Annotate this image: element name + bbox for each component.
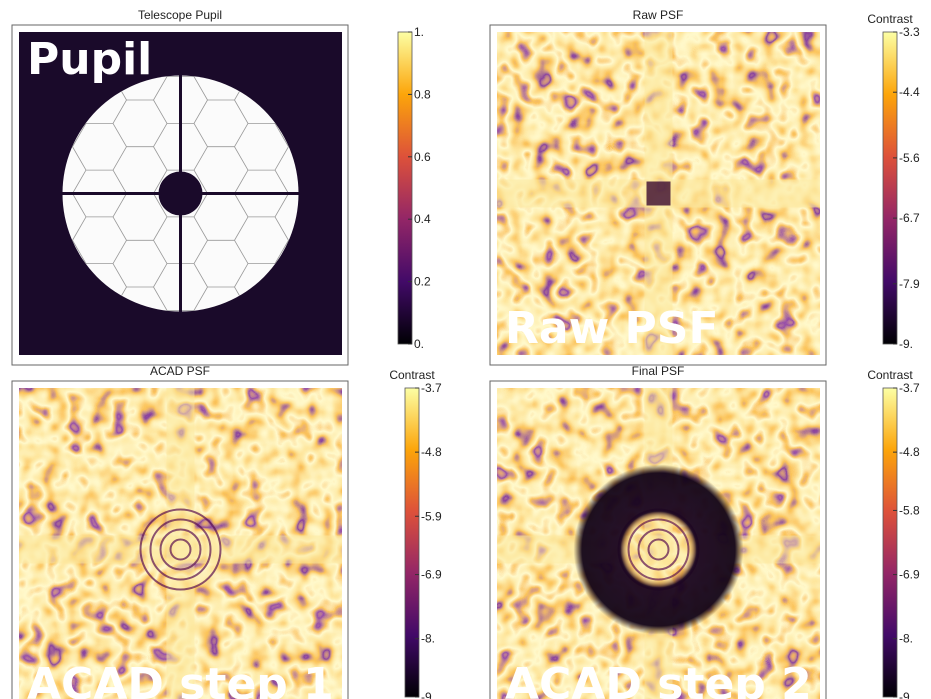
- annotation: ACAD step 2: [505, 659, 812, 699]
- dark-hole: [573, 464, 744, 635]
- psf-core: [646, 181, 671, 206]
- colorbar-tick-label: -9.: [899, 690, 913, 699]
- image: [19, 388, 342, 699]
- psf-ring: [139, 508, 222, 591]
- panel-title: ACAD PSF: [150, 364, 210, 378]
- colorbar-label: Contrast: [389, 368, 435, 382]
- colorbar-tick-label: 0.6: [414, 150, 431, 164]
- colorbar-tick-label: 0.8: [414, 87, 431, 101]
- colorbar-tick-label: -5.6: [899, 151, 920, 165]
- colorbar-tick-label: -6.9: [899, 568, 920, 582]
- colorbar-label: Contrast: [867, 368, 913, 382]
- panel-title: Final PSF: [632, 364, 685, 378]
- colorbar-tick-label: -5.9: [421, 509, 442, 523]
- colorbar: [397, 31, 413, 345]
- image: [497, 388, 820, 699]
- colorbar: [882, 387, 898, 698]
- colorbar-tick-label: -7.9: [899, 277, 920, 291]
- annotation: Raw PSF: [505, 303, 719, 354]
- colorbar-tick-label: -4.4: [899, 85, 920, 99]
- panel: Telescope Pupil Pupil 0. 0.2 0.4 0.6 0.8 1.: [11, 8, 431, 366]
- colorbar-tick-label: -6.7: [899, 211, 920, 225]
- colorbar-tick-label: -8.: [421, 632, 435, 646]
- psf-cross: [166, 388, 195, 699]
- colorbar-tick-label: -3.7: [421, 381, 442, 395]
- image: [19, 32, 342, 355]
- annotation: ACAD step 1: [27, 659, 334, 699]
- psf-ring: [169, 538, 192, 561]
- colorbar-tick-label: -6.9: [421, 568, 442, 582]
- colorbar-tick-label: 1.: [414, 25, 424, 39]
- image: [497, 32, 820, 355]
- panel: Final PSF ACAD step 2 Contrast -9. -8. -6.9 -5…: [489, 364, 920, 699]
- colorbar-tick-label: -3.7: [899, 381, 920, 395]
- colorbar-tick-label: 0.: [414, 337, 424, 351]
- colorbar-tick-label: -4.8: [421, 445, 442, 459]
- panel: ACAD PSF ACAD step 1 Contrast -9. -8. -6.9 -5.…: [11, 364, 442, 699]
- colorbar-tick-label: 0.2: [414, 275, 431, 289]
- colorbar: [882, 31, 898, 345]
- colorbar-tick-label: -5.8: [899, 503, 920, 517]
- colorbar-tick-label: -4.8: [899, 445, 920, 459]
- colorbar-tick-label: -9.: [899, 337, 913, 351]
- colorbar-tick-label: -3.3: [899, 25, 920, 39]
- colorbar-label: Contrast: [867, 12, 913, 26]
- panel: Raw PSF Raw PSF Contrast -9. -7.9 -6.7 -5.6 -4.…: [489, 8, 920, 366]
- pupil-obscuration: [158, 171, 203, 216]
- panel-title: Raw PSF: [633, 8, 684, 22]
- colorbar-tick-label: -8.: [899, 632, 913, 646]
- psf-ring: [149, 518, 212, 581]
- psf-ring: [159, 528, 202, 571]
- colorbar: [404, 387, 420, 698]
- colorbar-tick-label: -9.: [421, 690, 435, 699]
- panel-title: Telescope Pupil: [138, 8, 222, 22]
- annotation: Pupil: [27, 34, 152, 85]
- colorbar-tick-label: 0.4: [414, 212, 431, 226]
